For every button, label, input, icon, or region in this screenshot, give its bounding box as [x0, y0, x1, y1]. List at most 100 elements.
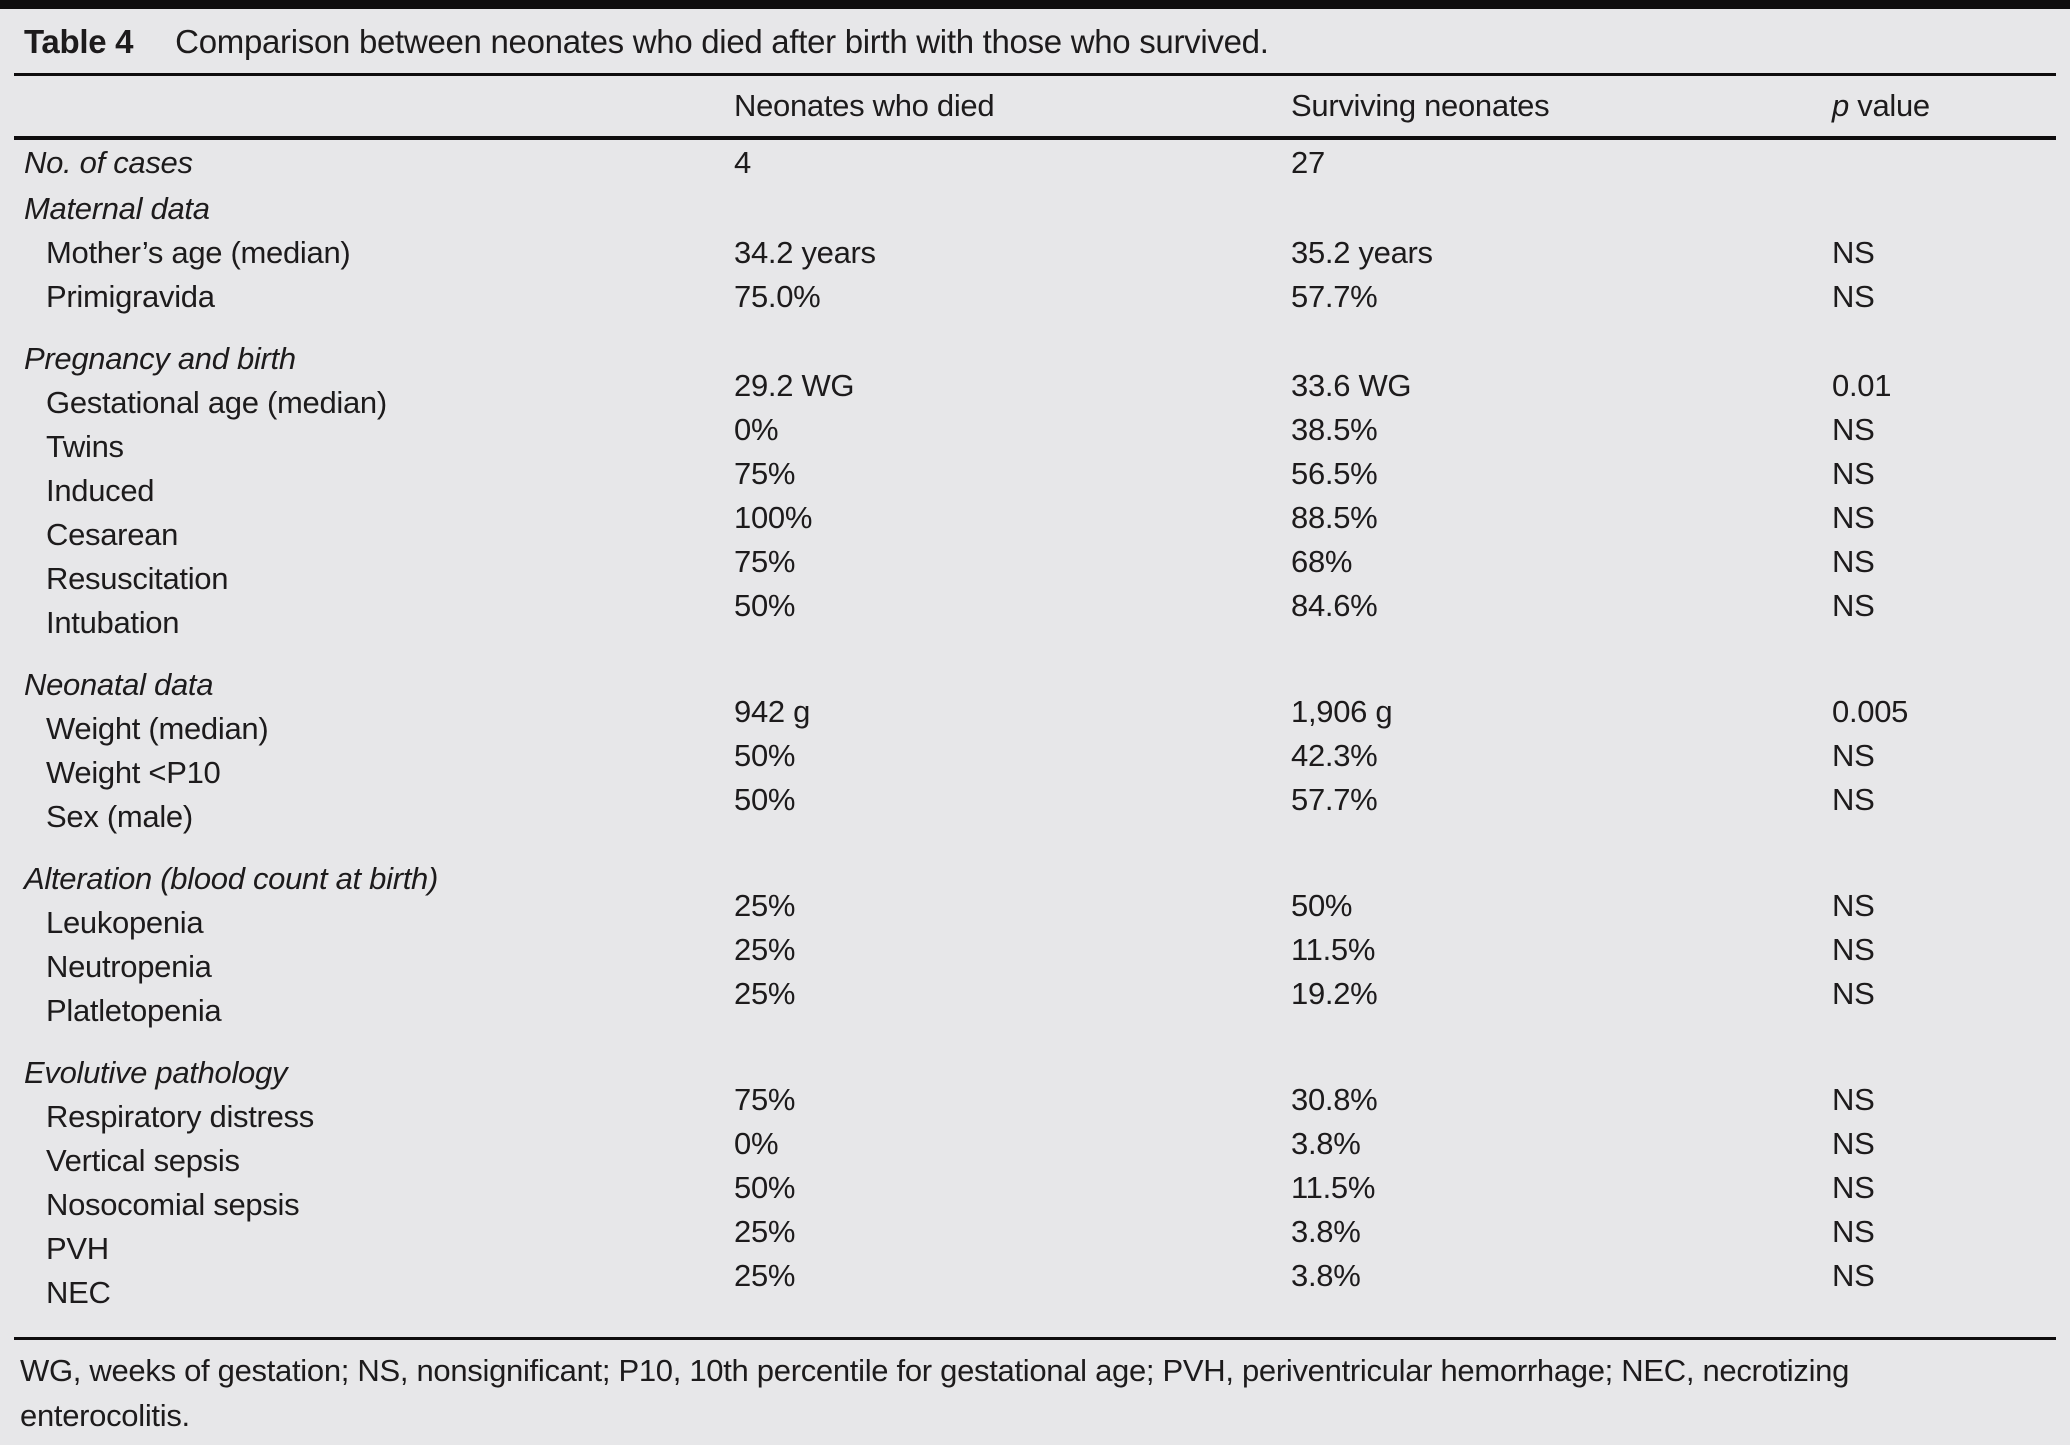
table-row: Induced 75% 56.5% NS: [0, 456, 2070, 513]
table-row: No. of cases 4 27: [0, 141, 2070, 185]
cell-p-value: NS: [1832, 1082, 1875, 1117]
cell-p-value: NS: [1832, 456, 1875, 491]
cell-neonates-died: 50%: [734, 782, 796, 817]
cell-surviving-neonates: 88.5%: [1291, 500, 1378, 535]
cell-surviving-neonates: 3.8%: [1291, 1214, 1361, 1249]
row-label: No. of cases: [24, 145, 193, 180]
column-header-row: Neonates who died Surviving neonates p v…: [0, 76, 2070, 136]
cell-neonates-died: 4: [734, 145, 751, 180]
table-row: PVH 25% 3.8% NS: [0, 1214, 2070, 1271]
row-label: Mother’s age (median): [46, 235, 351, 270]
table-row: NEC 25% 3.8% NS: [0, 1258, 2070, 1315]
rule-under-title: [14, 73, 2056, 76]
cell-surviving-neonates: 30.8%: [1291, 1082, 1378, 1117]
section-header: Neonatal data: [24, 667, 214, 702]
table-footnote: WG, weeks of gestation; NS, nonsignifica…: [20, 1353, 1850, 1433]
table-row: Gestational age (median) 29.2 WG 33.6 WG 0.…: [0, 368, 2070, 425]
row-label: Weight <P10: [46, 755, 221, 790]
cell-p-value: NS: [1832, 1170, 1875, 1205]
row-label: Weight (median): [46, 711, 269, 746]
cell-neonates-died: 0%: [734, 1126, 779, 1161]
row-label: Primigravida: [46, 279, 215, 314]
cell-p-value: NS: [1832, 932, 1875, 967]
row-label: NEC: [46, 1275, 111, 1310]
cell-neonates-died: 75%: [734, 544, 796, 579]
table-row: Respiratory distress 75% 30.8% NS: [0, 1082, 2070, 1139]
cell-surviving-neonates: 42.3%: [1291, 738, 1378, 773]
cell-p-value: NS: [1832, 1126, 1875, 1161]
table-row: Platletopenia 25% 19.2% NS: [0, 976, 2070, 1033]
table-section: Pregnancy and birth Gestational age (medi…: [0, 337, 2070, 645]
table-row: Sex (male) 50% 57.7% NS: [0, 782, 2070, 839]
table-row: Resuscitation 75% 68% NS: [0, 544, 2070, 601]
row-label: Respiratory distress: [46, 1099, 314, 1134]
cell-surviving-neonates: 57.7%: [1291, 782, 1378, 817]
cell-surviving-neonates: 56.5%: [1291, 456, 1378, 491]
section-header: Alteration (blood count at birth): [24, 861, 439, 896]
cell-neonates-died: 100%: [734, 500, 813, 535]
cell-p-value: NS: [1832, 588, 1875, 623]
cell-surviving-neonates: 11.5%: [1291, 932, 1376, 967]
row-label: Cesarean: [46, 517, 179, 552]
cell-p-value: NS: [1832, 1258, 1875, 1293]
table-section: Neonatal data Weight (median) 942 g 1,906 g…: [0, 663, 2070, 839]
row-label: Platletopenia: [46, 993, 222, 1028]
table-row: Weight <P10 50% 42.3% NS: [0, 738, 2070, 795]
row-label: Nosocomial sepsis: [46, 1187, 300, 1222]
cell-neonates-died: 942 g: [734, 694, 811, 729]
cell-p-value: NS: [1832, 544, 1875, 579]
row-label: Vertical sepsis: [46, 1143, 240, 1178]
cell-surviving-neonates: 33.6 WG: [1291, 368, 1412, 403]
cell-p-value: NS: [1832, 412, 1875, 447]
row-label: Intubation: [46, 605, 180, 640]
table-number: Table 4: [24, 23, 134, 60]
cell-neonates-died: 25%: [734, 1258, 796, 1293]
row-label: Gestational age (median): [46, 385, 387, 420]
cell-neonates-died: 25%: [734, 976, 796, 1011]
table-row: Vertical sepsis 0% 3.8% NS: [0, 1126, 2070, 1183]
cell-neonates-died: 75%: [734, 456, 796, 491]
cell-p-value: NS: [1832, 500, 1875, 535]
cell-neonates-died: 75%: [734, 1082, 796, 1117]
cell-p-value: NS: [1832, 235, 1875, 270]
cell-surviving-neonates: 19.2%: [1291, 976, 1378, 1011]
cell-p-value: NS: [1832, 976, 1875, 1011]
cell-p-value: NS: [1832, 279, 1875, 314]
row-label: Resuscitation: [46, 561, 229, 596]
table-section: Maternal data Mother’s age (median) 34.2 y…: [0, 187, 2070, 319]
rule-under-header: [14, 136, 2056, 140]
cell-p-value: NS: [1832, 888, 1875, 923]
table-row: Twins 0% 38.5% NS: [0, 412, 2070, 469]
row-label: Sex (male): [46, 799, 193, 834]
row-label: PVH: [46, 1231, 109, 1266]
table-section: No. of cases 4 27: [0, 141, 2070, 185]
cell-neonates-died: 25%: [734, 1214, 796, 1249]
cell-neonates-died: 50%: [734, 738, 796, 773]
row-label: Neutropenia: [46, 949, 212, 984]
cell-p-value: NS: [1832, 782, 1875, 817]
cell-neonates-died: 25%: [734, 932, 796, 967]
cell-surviving-neonates: 84.6%: [1291, 588, 1378, 623]
cell-p-value: NS: [1832, 1214, 1875, 1249]
table-row: Intubation 50% 84.6% NS: [0, 588, 2070, 645]
table-body: No. of cases 4 27 Maternal data Mother’s age…: [0, 140, 2070, 1315]
cell-neonates-died: 34.2 years: [734, 235, 876, 270]
row-label: Leukopenia: [46, 905, 204, 940]
cell-p-value: NS: [1832, 738, 1875, 773]
cell-neonates-died: 50%: [734, 1170, 796, 1205]
top-rule-bar: [0, 0, 2070, 9]
cell-surviving-neonates: 38.5%: [1291, 412, 1378, 447]
cell-surviving-neonates: 11.5%: [1291, 1170, 1376, 1205]
column-header-survived: Surviving neonates: [1291, 88, 1550, 123]
p-rest: value: [1848, 88, 1930, 123]
cell-neonates-died: 25%: [734, 888, 796, 923]
column-header-pvalue: p value: [1832, 88, 2050, 124]
table-caption: Comparison between neonates who died aft…: [175, 23, 1269, 60]
cell-surviving-neonates: 50%: [1291, 888, 1353, 923]
cell-surviving-neonates: 35.2 years: [1291, 235, 1433, 270]
p-italic: p: [1832, 88, 1849, 123]
table-row: Primigravida 75.0% 57.7% NS: [0, 275, 2070, 319]
table-section: Evolutive pathology Respiratory distress 7…: [0, 1051, 2070, 1315]
cell-surviving-neonates: 57.7%: [1291, 279, 1378, 314]
